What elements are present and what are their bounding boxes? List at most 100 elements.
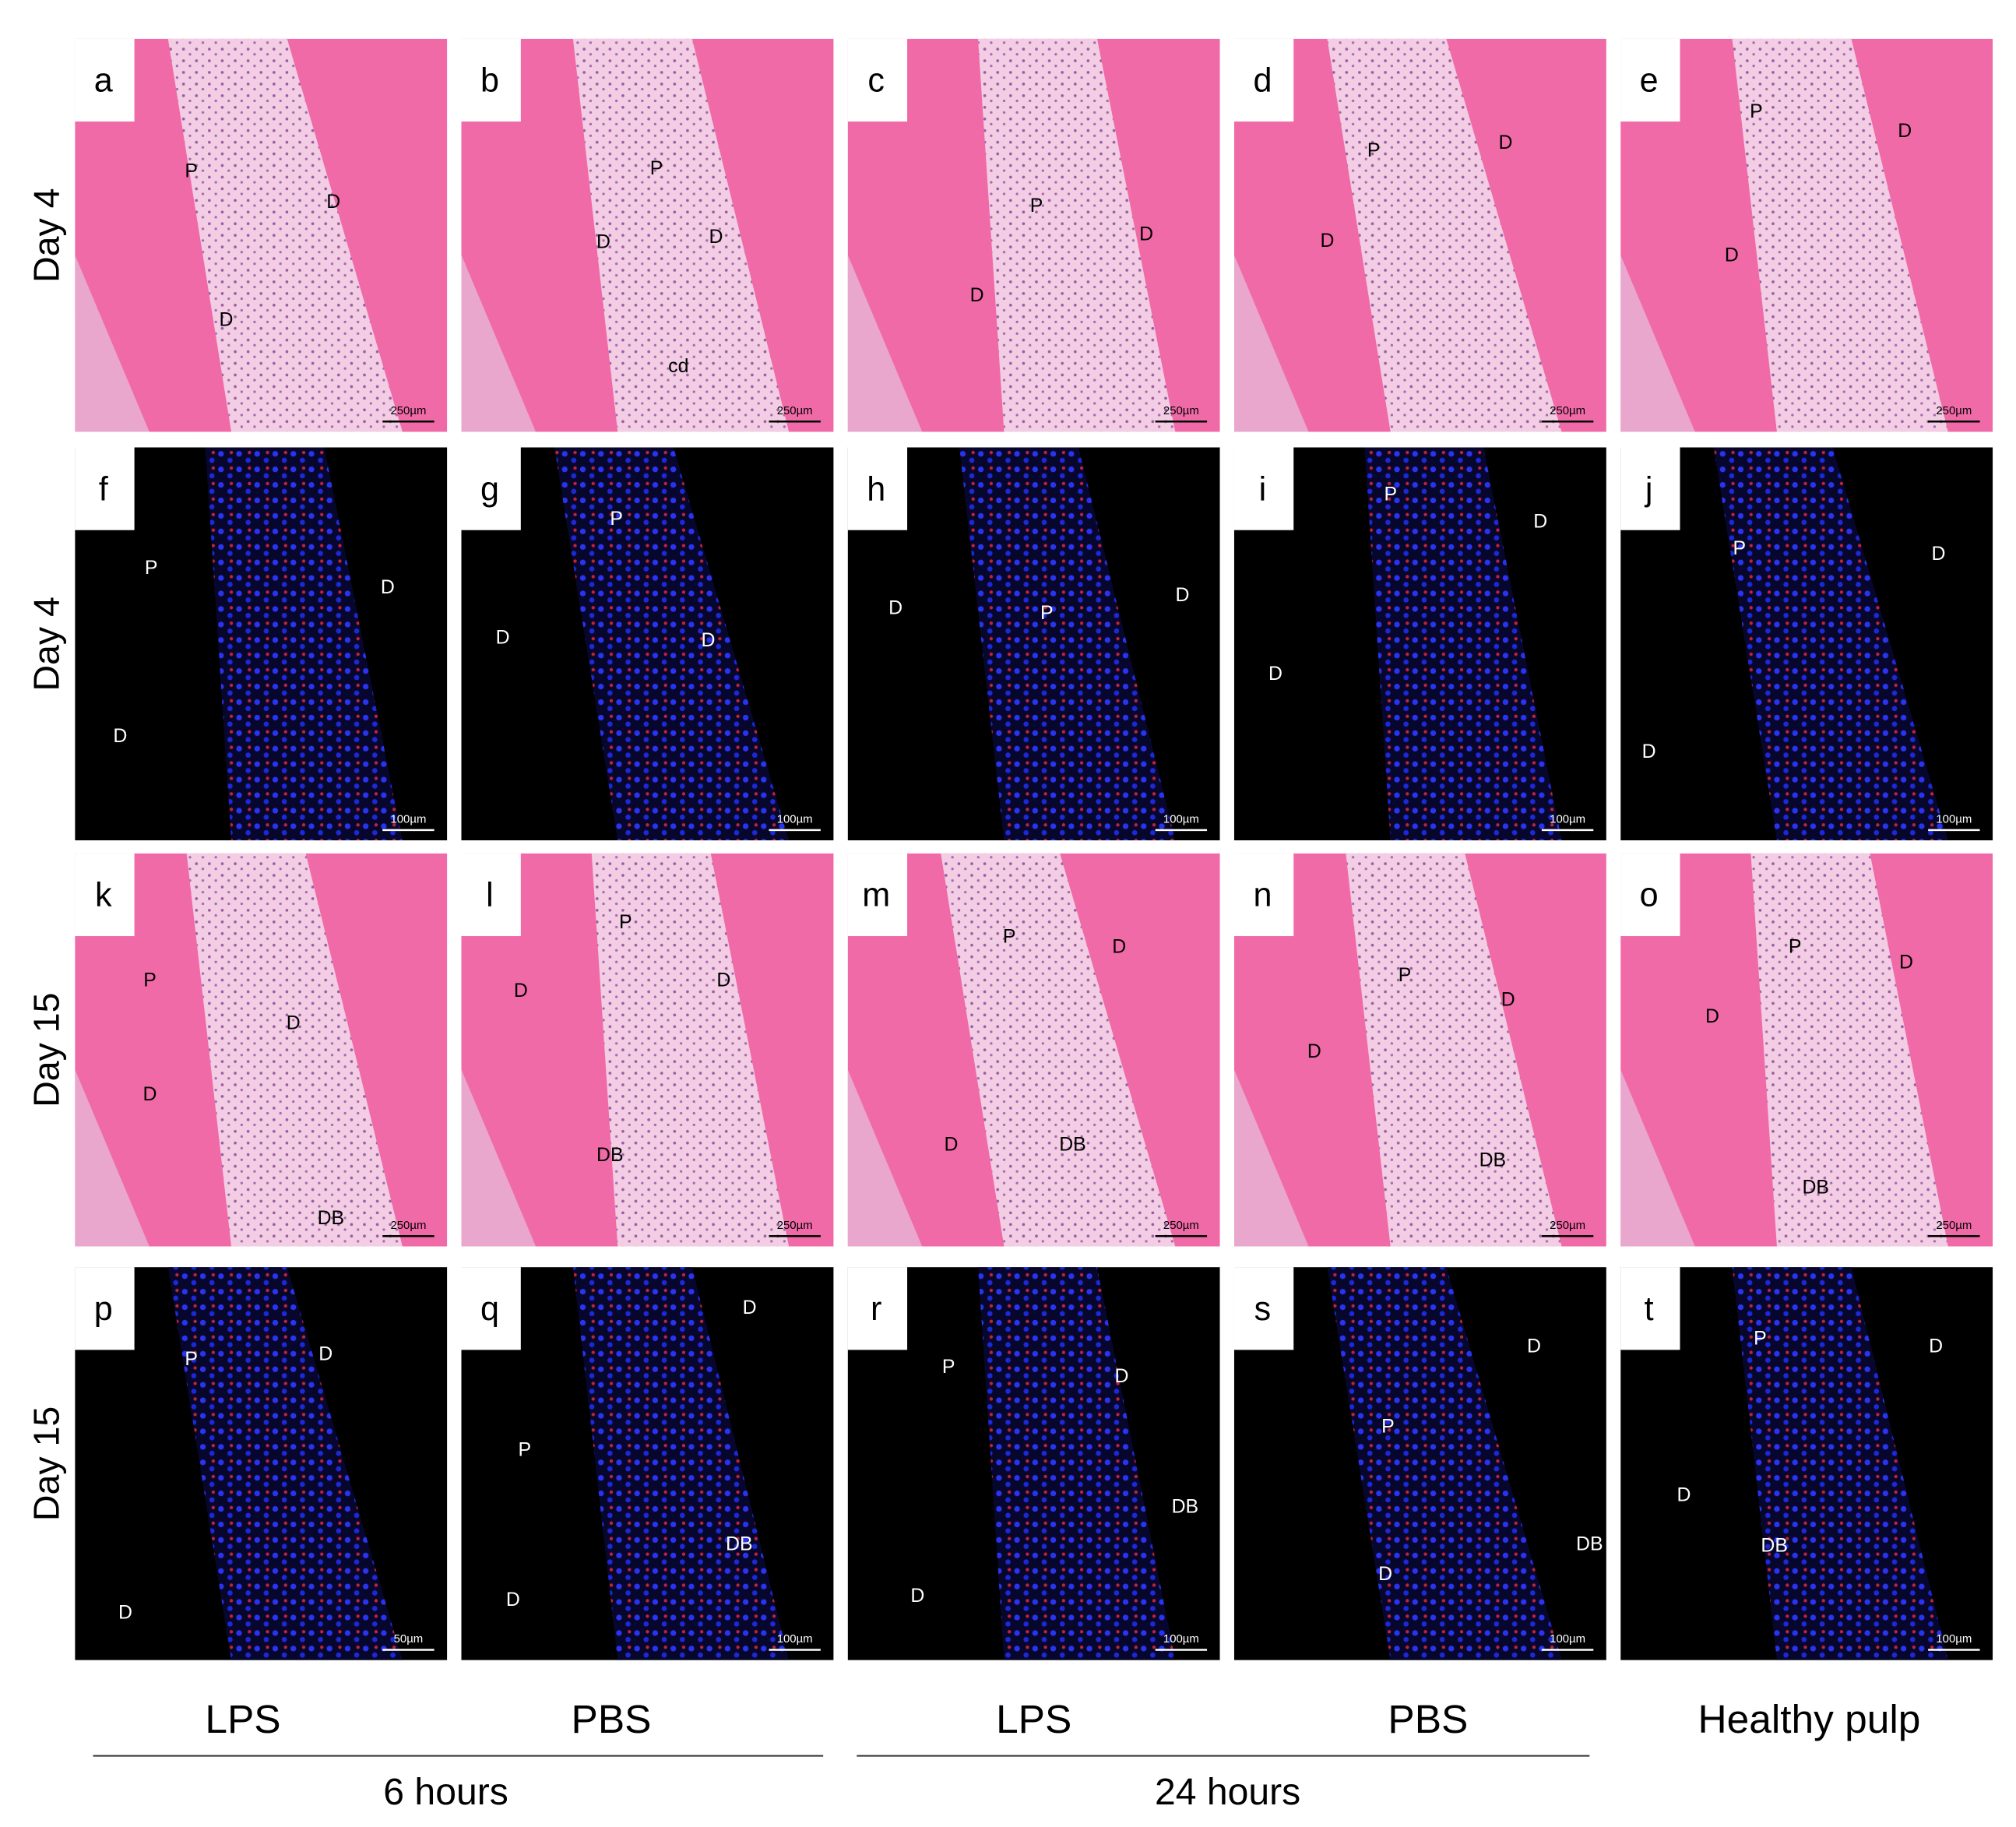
panel-letter: p bbox=[94, 1290, 113, 1328]
scale-bar-label: 100µm bbox=[1163, 813, 1199, 826]
row-label: Day 4 bbox=[26, 597, 66, 691]
tissue-label: D bbox=[888, 597, 902, 619]
panel-letter: r bbox=[871, 1290, 881, 1328]
panel: P D Dcd 250µm bbox=[461, 38, 834, 432]
panel: P D D DB 100µm bbox=[1620, 1267, 1993, 1660]
pulp-region bbox=[186, 853, 403, 1247]
panel-letter: b bbox=[480, 62, 499, 100]
column-label: LPS bbox=[205, 1696, 280, 1741]
pulp-region bbox=[977, 1267, 1176, 1660]
tissue-label: P bbox=[1750, 100, 1763, 122]
scale-bar-label: 100µm bbox=[1936, 1632, 1972, 1646]
tissue-label: D bbox=[287, 1012, 301, 1034]
scale-bar-label: 50µm bbox=[394, 1632, 424, 1646]
pulp-region bbox=[959, 447, 1176, 841]
pulp-region bbox=[1327, 1267, 1562, 1660]
panel: D P D 100µm bbox=[847, 447, 1220, 841]
tissue-label: D bbox=[318, 1343, 332, 1365]
tissue-label: cd bbox=[668, 355, 688, 377]
panel-letter: e bbox=[1640, 62, 1659, 100]
panel-letter: k bbox=[95, 877, 112, 914]
tissue-label: D bbox=[1176, 584, 1190, 606]
tissue-label: P bbox=[1003, 925, 1016, 947]
tissue-label: P bbox=[610, 508, 623, 530]
tissue-label: DB bbox=[1059, 1134, 1086, 1156]
pulp-region bbox=[1750, 853, 1948, 1247]
tissue-label: D bbox=[381, 576, 395, 598]
scale-bar-label: 250µm bbox=[1550, 404, 1585, 417]
tissue-label: D bbox=[143, 1083, 157, 1105]
tissue-label: P bbox=[1733, 537, 1747, 559]
letter-box bbox=[1620, 38, 1680, 122]
tissue-label: D bbox=[1898, 120, 1912, 142]
tissue-label: D bbox=[496, 627, 510, 649]
tissue-region bbox=[1620, 255, 1695, 432]
tissue-label: D bbox=[910, 1585, 924, 1607]
tissue-label: D bbox=[1498, 132, 1512, 153]
panel: P D D 50µm bbox=[75, 1267, 448, 1660]
tissue-label: DB bbox=[1479, 1149, 1507, 1171]
panel: P D DB D 100µm bbox=[847, 1267, 1220, 1660]
scale-bar-label: 100µm bbox=[1163, 1632, 1199, 1646]
letter-box bbox=[1233, 853, 1294, 937]
scale-bar-label: 250µm bbox=[1550, 1219, 1585, 1232]
row-label: Day 4 bbox=[26, 188, 66, 282]
letter-box bbox=[1233, 447, 1294, 530]
scale-bar-label: 250µm bbox=[1163, 404, 1199, 417]
tissue-label: D bbox=[1320, 230, 1334, 252]
panel: D P DB D 100µm bbox=[461, 1267, 834, 1660]
scale-bar-label: 250µm bbox=[390, 404, 426, 417]
panel: P D D 100µm bbox=[1620, 447, 1993, 841]
tissue-label: DB bbox=[596, 1144, 624, 1166]
tissue-label: D bbox=[1929, 1336, 1943, 1357]
scale-bar-label: 250µm bbox=[777, 1219, 813, 1232]
pulp-region bbox=[167, 38, 403, 432]
letter-box bbox=[75, 38, 135, 122]
tissue-label: D bbox=[1378, 1563, 1392, 1585]
tissue-label: DB bbox=[726, 1533, 753, 1555]
letter-box bbox=[461, 853, 521, 937]
panel-letter: t bbox=[1645, 1290, 1654, 1328]
pulp-region bbox=[205, 447, 403, 841]
panel-letter: l bbox=[486, 877, 494, 914]
tissue-label: D bbox=[1115, 1365, 1129, 1387]
tissue-label: D bbox=[1307, 1040, 1321, 1062]
panel-letter: q bbox=[480, 1290, 499, 1328]
tissue-label: P bbox=[1399, 964, 1412, 986]
tissue-region bbox=[847, 255, 923, 432]
tissue-label: P bbox=[185, 160, 198, 181]
tissue-label: D bbox=[709, 226, 723, 248]
pulp-region bbox=[167, 1267, 403, 1660]
panel: P D D 100µm bbox=[1233, 447, 1606, 841]
pulp-region bbox=[554, 447, 790, 841]
tissue-label: DB bbox=[318, 1207, 345, 1229]
letter-box bbox=[75, 853, 135, 937]
panel: P D D DB 250µm bbox=[75, 853, 448, 1247]
panel-letter: m bbox=[862, 877, 890, 914]
pulp-region bbox=[1364, 447, 1562, 841]
scale-bar-label: 250µm bbox=[390, 1219, 426, 1232]
tissue-label: D bbox=[1676, 1484, 1691, 1506]
pulp-region bbox=[572, 1267, 790, 1660]
tissue-label: DB bbox=[1576, 1533, 1603, 1555]
tissue-label: P bbox=[1754, 1328, 1767, 1350]
scale-bar-label: 100µm bbox=[777, 813, 813, 826]
scale-bar-label: 250µm bbox=[777, 404, 813, 417]
panel-letter: d bbox=[1253, 62, 1272, 100]
scale-bar-label: 100µm bbox=[390, 813, 426, 826]
panel: P D D 100µm bbox=[461, 447, 834, 841]
letter-box bbox=[75, 447, 135, 530]
panel: P D D 250µm bbox=[75, 38, 448, 432]
tissue-region bbox=[847, 1069, 923, 1247]
pulp-region bbox=[591, 853, 790, 1247]
scale-bar-label: 250µm bbox=[1163, 1219, 1199, 1232]
tissue-region bbox=[75, 255, 150, 432]
tissue-label: D bbox=[1501, 989, 1515, 1011]
tissue-label: P bbox=[942, 1356, 955, 1378]
group-label: 6 hours bbox=[383, 1771, 508, 1813]
row-label: Day 15 bbox=[26, 993, 66, 1107]
tissue-label: P bbox=[1384, 483, 1397, 505]
scale-bar-label: 100µm bbox=[1936, 813, 1972, 826]
tissue-label: D bbox=[944, 1134, 958, 1156]
